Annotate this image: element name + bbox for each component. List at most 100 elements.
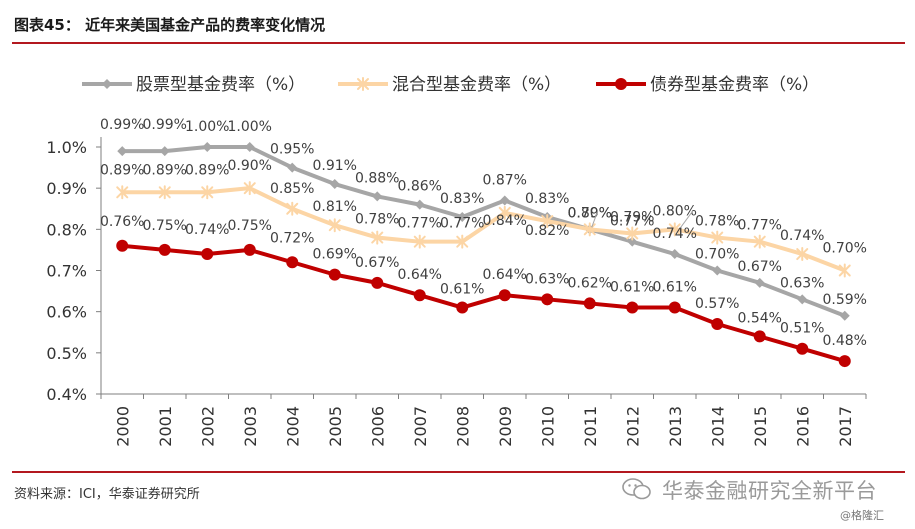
x-tick-label: 2012 <box>623 406 642 447</box>
data-label: 0.82% <box>525 223 569 239</box>
legend-marker <box>102 79 112 89</box>
x-tick-label: 2016 <box>793 406 812 447</box>
data-point <box>711 318 724 331</box>
data-point <box>541 293 554 306</box>
chart-series <box>116 142 851 368</box>
data-label: 0.61% <box>440 282 484 298</box>
legend-label: 混合型基金费率（%） <box>392 75 561 95</box>
data-label: 0.62% <box>568 275 612 291</box>
data-label: 0.74% <box>780 228 824 244</box>
data-label: 0.61% <box>653 280 697 296</box>
data-label: 0.72% <box>270 230 314 246</box>
legend-label: 股票型基金费率（%） <box>136 75 305 95</box>
data-point <box>457 211 468 222</box>
leader-line <box>591 210 599 228</box>
legend-marker <box>615 78 627 90</box>
x-tick-label: 2011 <box>581 406 600 447</box>
data-point <box>329 179 340 190</box>
series-line <box>122 186 846 273</box>
data-point <box>286 201 299 216</box>
data-label: 0.89% <box>143 162 187 178</box>
data-point <box>796 342 809 355</box>
data-label: 0.77% <box>398 216 442 232</box>
data-point <box>839 310 850 321</box>
data-label: 1.00% <box>185 119 229 135</box>
data-label: 0.79% <box>568 205 612 221</box>
data-point <box>838 355 851 368</box>
data-label: 0.77% <box>440 216 484 232</box>
data-label: 0.54% <box>738 310 782 326</box>
data-label: 0.70% <box>695 247 739 263</box>
data-point <box>202 142 213 152</box>
data-label: 0.83% <box>525 191 569 207</box>
data-point <box>244 142 255 152</box>
wechat-icon <box>622 478 651 500</box>
data-label: 0.85% <box>270 181 314 197</box>
data-label: 0.78% <box>355 212 399 228</box>
y-tick-label: 0.7% <box>46 262 87 281</box>
data-point <box>499 195 510 206</box>
data-label: 0.87% <box>483 173 527 189</box>
data-point <box>116 239 129 252</box>
data-point <box>668 222 681 237</box>
data-label: 0.59% <box>823 292 867 308</box>
data-point <box>626 226 639 241</box>
data-point <box>159 146 170 157</box>
data-point <box>583 297 596 310</box>
data-point <box>371 276 384 289</box>
legend-label: 债券型基金费率（%） <box>650 75 819 95</box>
data-point <box>711 230 724 245</box>
data-label: 0.88% <box>355 170 399 186</box>
x-tick-label: 2004 <box>283 406 302 447</box>
data-label: 0.77% <box>610 214 654 230</box>
data-point <box>668 301 681 314</box>
chart-axes: 0.4% 0.5% 0.6% 0.7% 0.8% 0.9% 1.0% 2000 2001 2002… <box>46 137 867 447</box>
figure-title: 图表45： 近年来美国基金产品的费率变化情况 <box>14 16 326 34</box>
data-label: 0.81% <box>313 199 357 215</box>
x-tick-label: 2010 <box>538 406 557 447</box>
data-label: 0.99% <box>143 117 187 133</box>
data-label: 0.89% <box>185 162 229 178</box>
data-point <box>158 243 171 256</box>
x-tick-label: 2006 <box>368 406 387 447</box>
data-label: 0.61% <box>610 280 654 296</box>
data-point <box>413 234 426 249</box>
data-point <box>797 294 808 305</box>
data-label: 0.57% <box>695 296 739 312</box>
data-label: 0.64% <box>398 267 442 283</box>
data-point <box>371 230 384 245</box>
data-label: 0.75% <box>228 218 272 234</box>
watermark-text: 华泰金融研究全新平台 <box>662 479 877 503</box>
data-point <box>626 301 639 314</box>
x-tick-label: 2013 <box>666 406 685 447</box>
data-label: 0.70% <box>823 241 867 257</box>
y-tick-label: 0.4% <box>46 385 87 404</box>
data-label: 0.77% <box>738 218 782 234</box>
x-tick-label: 2015 <box>751 406 770 447</box>
x-tick-label: 2001 <box>156 406 175 447</box>
data-label: 0.48% <box>823 333 867 349</box>
data-point <box>201 248 214 261</box>
leader-line <box>680 210 694 228</box>
data-label: 0.69% <box>313 247 357 263</box>
data-label: 0.67% <box>355 255 399 271</box>
y-tick-label: 0.9% <box>46 179 87 198</box>
data-point <box>754 277 765 288</box>
data-label: 0.76% <box>100 214 144 230</box>
chart-data-labels: 0.99%0.99%1.00%1.00%0.95%0.91%0.88%0.86%… <box>100 117 867 349</box>
data-label: 0.83% <box>440 191 484 207</box>
data-label: 0.75% <box>143 218 187 234</box>
data-point <box>712 265 723 276</box>
data-label: 0.80% <box>568 205 612 221</box>
data-label: 0.79% <box>610 209 654 225</box>
data-label: 0.95% <box>270 142 314 158</box>
data-label: 0.74% <box>653 226 697 242</box>
data-point <box>838 263 851 278</box>
data-point <box>158 185 171 200</box>
x-tick-label: 2000 <box>113 406 132 447</box>
x-tick-label: 2005 <box>326 406 345 447</box>
chart-legend: 股票型基金费率（%） 混合型基金费率（%） 债券型基金费率（%） <box>82 75 819 95</box>
x-tick-label: 2014 <box>708 406 727 447</box>
series-line <box>122 145 846 318</box>
